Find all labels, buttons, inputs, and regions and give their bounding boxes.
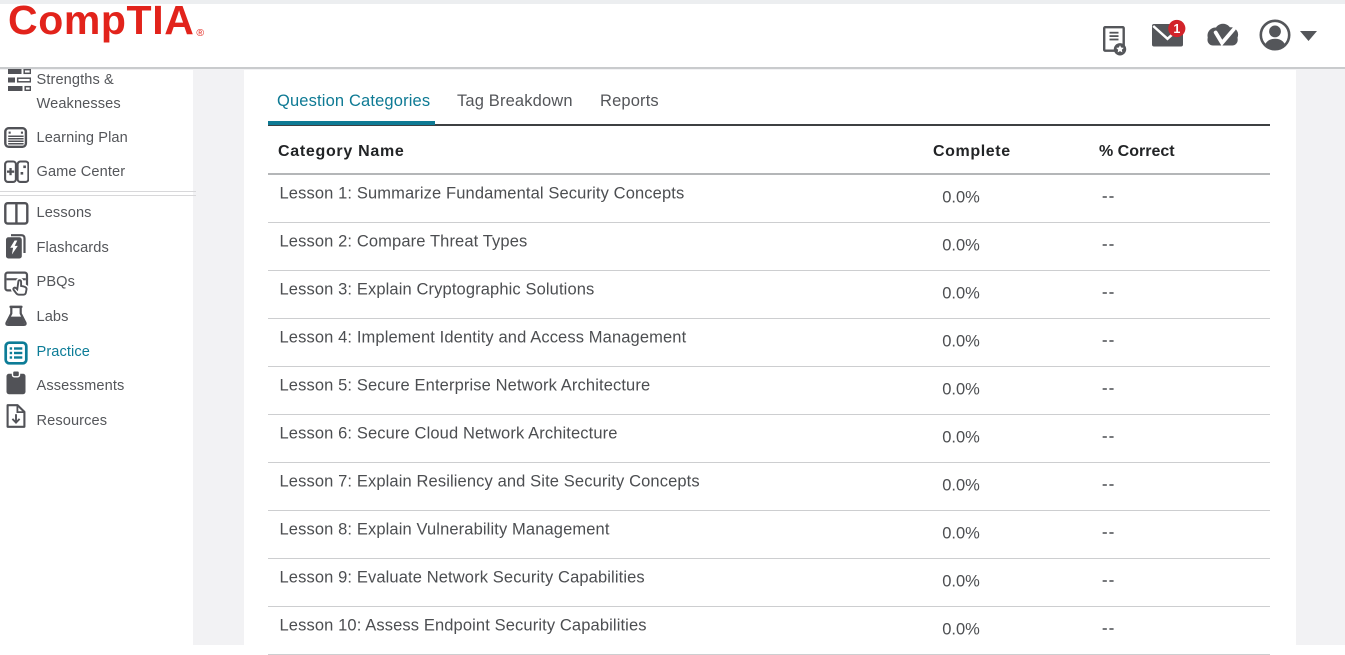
svg-text:1: 1 xyxy=(1173,22,1180,36)
